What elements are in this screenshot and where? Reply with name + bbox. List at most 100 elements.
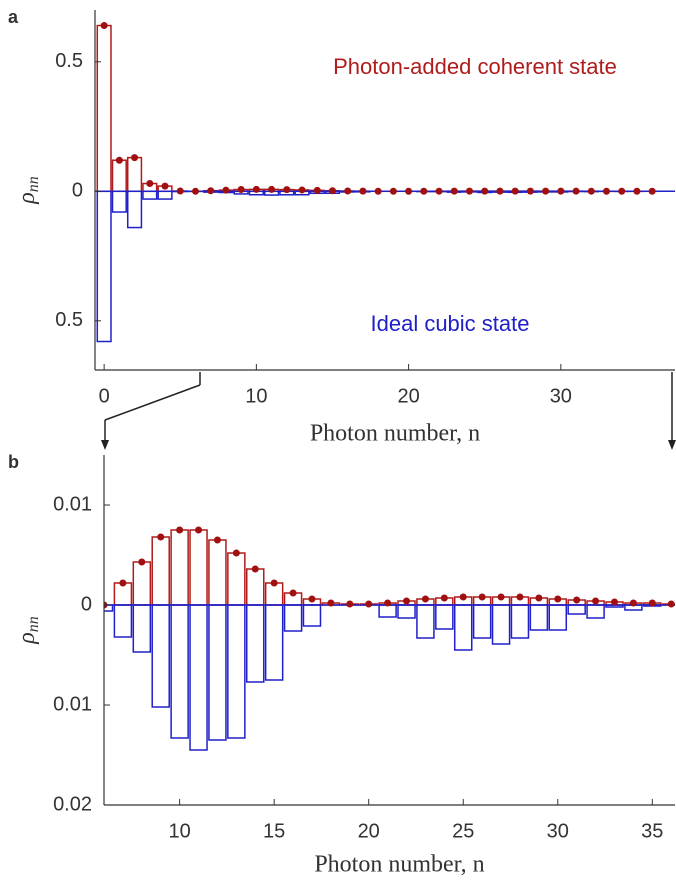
bar (511, 605, 528, 638)
point (460, 594, 467, 601)
point (542, 188, 549, 195)
y-tick-label: 0.01 (53, 693, 92, 715)
bar (158, 191, 172, 199)
point (253, 186, 260, 193)
point (649, 188, 656, 195)
bar (568, 605, 585, 614)
point (390, 188, 397, 195)
point (195, 527, 202, 534)
point (403, 598, 410, 605)
y-tick-label: 0 (72, 180, 83, 202)
x-tick-label: 20 (358, 820, 380, 842)
point (359, 188, 366, 195)
y-tick-label: 0 (81, 593, 92, 615)
x-tick-label: 10 (245, 385, 267, 407)
point (573, 188, 580, 195)
bar (303, 605, 320, 626)
point (441, 595, 448, 602)
y-axis-label: ρnn (14, 616, 42, 645)
point (603, 188, 610, 195)
point (422, 596, 429, 603)
y-axis-label-sub: nn (25, 616, 42, 632)
x-tick-label: 10 (169, 820, 191, 842)
point (375, 188, 382, 195)
point (214, 537, 221, 544)
point (516, 594, 523, 601)
bar (228, 553, 245, 605)
bar (587, 605, 604, 618)
bar (97, 191, 111, 341)
bar (133, 605, 150, 652)
bar (133, 562, 150, 605)
bar (128, 158, 142, 192)
bar (209, 540, 226, 605)
bar (113, 160, 127, 191)
point (618, 188, 625, 195)
y-tick-label: 0.5 (55, 50, 83, 72)
bar (379, 605, 396, 617)
x-tick-label: 25 (452, 820, 474, 842)
point (177, 188, 184, 195)
point (290, 590, 297, 597)
bar (436, 605, 453, 629)
point (314, 187, 321, 194)
point (233, 550, 240, 557)
point (496, 188, 503, 195)
annotation: Ideal cubic state (371, 311, 530, 336)
y-axis-label: ρnn (14, 176, 42, 205)
y-axis-label-base: ρ (14, 632, 40, 645)
point (327, 600, 334, 607)
point (268, 186, 275, 193)
point (344, 187, 351, 194)
x-axis-label: Photon number, n (310, 421, 480, 447)
annotation: Photon-added coherent state (333, 54, 617, 79)
point (138, 559, 145, 566)
point (238, 186, 245, 193)
point (146, 180, 153, 187)
panel-label: a (8, 7, 19, 27)
x-axis-label: Photon number, n (314, 852, 484, 878)
point (329, 187, 336, 194)
bar (209, 605, 226, 740)
point (573, 597, 580, 604)
point (479, 594, 486, 601)
point (633, 188, 640, 195)
point (481, 188, 488, 195)
point (116, 157, 123, 164)
bar (455, 605, 472, 650)
point (157, 534, 164, 541)
bar (152, 537, 169, 605)
bar (417, 605, 434, 638)
point (119, 580, 126, 587)
panel-label: b (8, 452, 19, 472)
bar (285, 605, 302, 631)
point (668, 601, 675, 608)
connector (105, 385, 200, 420)
x-tick-label: 0 (99, 385, 110, 407)
point (176, 527, 183, 534)
point (346, 601, 353, 608)
bar (190, 530, 207, 605)
point (498, 594, 505, 601)
point (192, 188, 199, 195)
point (207, 187, 214, 194)
bar (171, 605, 188, 738)
point (308, 596, 315, 603)
bar (143, 191, 157, 199)
x-tick-label: 20 (397, 385, 419, 407)
bar (247, 605, 264, 682)
point (535, 595, 542, 602)
point (299, 186, 306, 193)
y-tick-label: 0.01 (53, 493, 92, 515)
point (592, 598, 599, 605)
point (222, 187, 229, 194)
point (283, 186, 290, 193)
point (252, 566, 259, 573)
y-tick-label: 0.02 (53, 793, 92, 815)
y-axis-label-sub: nn (25, 176, 42, 192)
bar (128, 191, 142, 227)
bar (190, 605, 207, 750)
bar (493, 605, 510, 644)
point (162, 183, 169, 190)
